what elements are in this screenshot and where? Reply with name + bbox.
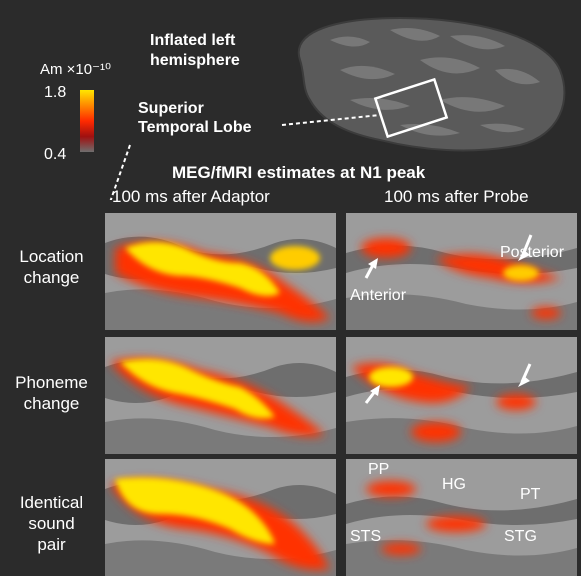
region-label-2: Temporal Lobe (138, 119, 252, 136)
brain-title-1: Inflated left (150, 32, 236, 49)
colorbar-min: 0.4 (44, 146, 67, 163)
figure-heading: MEG/fMRI estimates at N1 peak (172, 163, 426, 182)
label-pp: PP (368, 461, 390, 478)
row-label-identical: Identical sound pair (0, 492, 103, 555)
panel-identical-probe (346, 459, 577, 576)
region-label-1: Superior (138, 100, 204, 117)
label-hg: HG (442, 476, 466, 493)
row-label-location-2: change (23, 268, 80, 287)
column-title-probe: 100 ms after Probe (384, 187, 529, 206)
label-pt: PT (520, 486, 541, 503)
label-posterior: Posterior (500, 244, 565, 261)
colorbar-max: 1.8 (44, 84, 67, 101)
label-sts: STS (350, 528, 382, 545)
panel-phoneme-probe (346, 337, 577, 454)
row-label-phoneme-2: change (23, 394, 80, 413)
row-label-location-1: Location (19, 247, 84, 266)
row-label-identical-3: pair (37, 535, 66, 554)
inflated-brain (109, 16, 566, 200)
row-label-location: Location change (0, 246, 103, 288)
panel-phoneme-adaptor (105, 337, 336, 454)
row-label-identical-2: sound (28, 514, 75, 533)
panel-identical-adaptor (105, 459, 336, 576)
row-label-phoneme: Phoneme change (0, 372, 103, 414)
row-label-phoneme-1: Phoneme (15, 373, 88, 392)
panel-location-probe (346, 213, 577, 330)
label-anterior: Anterior (350, 287, 407, 304)
colorbar (80, 90, 94, 152)
panel-location-adaptor (105, 213, 336, 330)
stl-highlight-box (373, 77, 449, 139)
column-title-adaptor: 100 ms after Adaptor (112, 187, 270, 206)
label-stg: STG (504, 528, 537, 545)
row-label-identical-1: Identical (19, 493, 84, 512)
brain-title-2: hemisphere (150, 52, 240, 69)
colorbar-unit: Am ×10⁻¹⁰ (40, 61, 112, 78)
